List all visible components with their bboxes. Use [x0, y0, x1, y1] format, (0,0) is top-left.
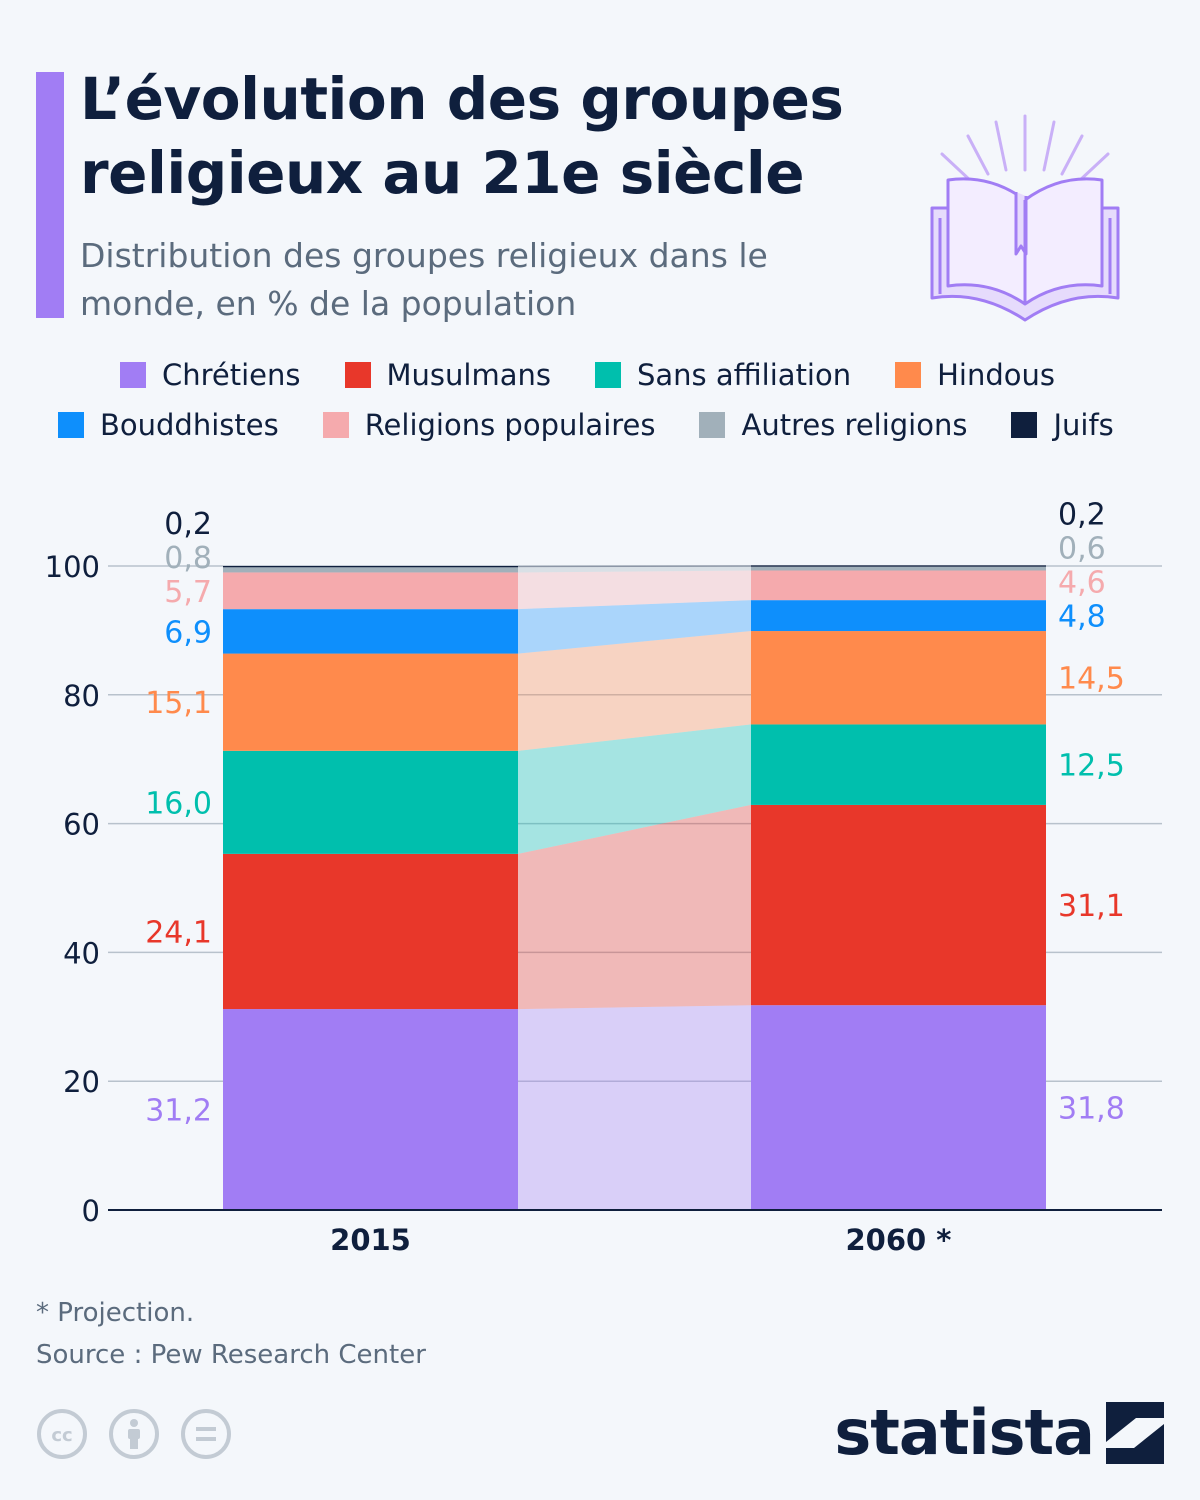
connector-band: [518, 724, 751, 854]
bar-segment: [751, 565, 1046, 567]
data-label: 31,1: [1058, 889, 1125, 924]
legend-item: Juifs: [1011, 408, 1114, 442]
data-label: 0,8: [164, 541, 212, 576]
bar-segment: [751, 600, 1046, 632]
bar-segment: [751, 566, 1046, 571]
statista-logo-icon: [1106, 1401, 1164, 1464]
data-label: 12,5: [1058, 749, 1125, 784]
bar-segment: [751, 724, 1046, 805]
y-tick-label: 0: [82, 1194, 100, 1228]
legend-label: Bouddhistes: [100, 408, 279, 442]
connector-band: [518, 631, 751, 751]
y-tick-label: 20: [63, 1065, 100, 1099]
legend-row: Chrétiens Musulmans Sans affiliation Hindou…: [120, 358, 1055, 392]
projection-note: * Projection.: [36, 1298, 195, 1328]
legend-label: Sans affiliation: [636, 358, 852, 392]
legend-item: Autres religions: [699, 408, 967, 442]
cc-icon[interactable]: cc: [36, 1408, 88, 1460]
page-title: L’évolution des groupes religieux au 21e…: [80, 65, 844, 207]
legend-item: Musulmans: [344, 358, 551, 392]
y-tick-label: 40: [63, 936, 100, 970]
bar-segment: [751, 1005, 1046, 1210]
bar-segment: [223, 567, 518, 573]
bar-segment: [223, 572, 518, 610]
legend-item: Religions populaires: [322, 408, 656, 442]
legend-item: Chrétiens: [120, 358, 301, 392]
no-derivatives-icon[interactable]: [180, 1408, 232, 1460]
legend-label: Juifs: [1053, 408, 1114, 442]
data-label: 31,8: [1058, 1092, 1125, 1127]
data-label: 4,6: [1058, 566, 1106, 601]
legend-swatch: [322, 412, 349, 438]
bar-segment: [223, 609, 518, 654]
data-label: 4,8: [1058, 600, 1106, 635]
data-label: 14,5: [1058, 662, 1125, 697]
legend-swatch: [594, 362, 621, 388]
data-label: 0,2: [1058, 498, 1106, 533]
y-tick-label: 80: [63, 679, 100, 713]
bar-segment: [751, 631, 1046, 725]
legend-label: Chrétiens: [162, 358, 301, 392]
statista-brand[interactable]: statista: [834, 1396, 1164, 1469]
open-book-icon: [930, 114, 1120, 322]
data-label: 24,1: [145, 915, 212, 950]
x-tick-label: 2015: [330, 1223, 411, 1257]
bar-segment: [223, 653, 518, 751]
stacked-bar-chart: 02040608010031,224,116,015,16,95,70,80,2…: [45, 498, 1162, 1257]
data-label: 0,2: [164, 507, 212, 542]
legend-row: Bouddhistes Religions populaires Autres re…: [58, 408, 1114, 442]
connector-band: [518, 1005, 751, 1210]
connector-band: [518, 570, 751, 610]
y-tick-label: 60: [63, 808, 100, 842]
license-icons: cc: [36, 1408, 252, 1460]
accent-bar: [36, 72, 64, 318]
legend-label: Hindous: [937, 358, 1056, 392]
legend-swatch: [120, 362, 146, 388]
data-label: 16,0: [145, 786, 212, 821]
bar-segment: [751, 804, 1046, 1006]
legend-swatch: [1011, 412, 1038, 438]
legend-item: Bouddhistes: [58, 408, 279, 442]
bar-segment: [223, 750, 518, 854]
data-label: 15,1: [145, 686, 212, 721]
brand-name: statista: [834, 1396, 1095, 1469]
legend-label: Religions populaires: [364, 408, 656, 442]
bar-segment: [751, 570, 1046, 601]
data-label: 31,2: [145, 1094, 212, 1129]
legend-item: Sans affiliation: [594, 358, 852, 392]
bar-segment: [223, 566, 518, 568]
bar-segment: [223, 853, 518, 1010]
connector-band: [518, 804, 751, 1010]
legend-swatch: [699, 412, 726, 438]
footer-notes: * Projection. Source : Pew Research Cent…: [36, 1292, 426, 1376]
data-label: 5,7: [164, 575, 212, 610]
svg-text:cc: cc: [51, 1425, 72, 1446]
y-tick-label: 100: [45, 550, 100, 584]
connector-band: [518, 566, 751, 573]
page-subtitle: Distribution des groupes religieux dans …: [80, 236, 768, 323]
x-tick-label: 2060 *: [846, 1223, 952, 1257]
bar-segment: [223, 1009, 518, 1210]
legend-label: Musulmans: [386, 358, 551, 392]
legend-item: Hindous: [895, 358, 1055, 392]
source-note: Source : Pew Research Center: [36, 1340, 426, 1370]
legend-swatch: [895, 362, 922, 388]
attribution-icon[interactable]: [108, 1408, 160, 1460]
data-label: 0,6: [1058, 532, 1106, 567]
legend-swatch: [344, 362, 371, 388]
data-label: 6,9: [164, 615, 212, 650]
legend-swatch: [58, 412, 84, 438]
legend-label: Autres religions: [741, 408, 968, 442]
connector-band: [518, 600, 751, 654]
